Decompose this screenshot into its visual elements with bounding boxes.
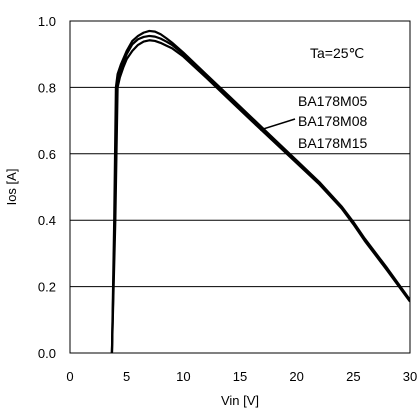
y-tick-label: 0.0	[38, 346, 56, 361]
axis-ticks: 0.0 0.2 0.4 0.6 0.8 1.0 0 5 10 15 20 25 30	[38, 14, 417, 384]
series-line-ba178m05	[110, 29, 410, 353]
legend-entry-ba178m08: BA178M08	[298, 113, 367, 129]
series-line-ba178m15	[110, 39, 410, 353]
legend-entry-ba178m15: BA178M15	[298, 135, 367, 151]
x-tick-label: 20	[289, 369, 303, 384]
x-tick-label: 0	[66, 369, 73, 384]
y-tick-label: 0.8	[38, 80, 56, 95]
x-tick-label: 30	[403, 369, 417, 384]
y-axis-label: Ios [A]	[4, 169, 19, 206]
series-lines	[110, 29, 410, 353]
series-line-ba178m08	[110, 34, 410, 353]
legend-entry-ba178m05: BA178M05	[298, 93, 367, 109]
y-tick-label: 0.4	[38, 213, 56, 228]
x-tick-label: 5	[123, 369, 130, 384]
legend-pointer-line	[259, 118, 296, 131]
x-tick-label: 25	[346, 369, 360, 384]
y-tick-label: 0.6	[38, 147, 56, 162]
x-tick-label: 10	[176, 369, 190, 384]
x-tick-label: 15	[233, 369, 247, 384]
y-tick-label: 0.2	[38, 280, 56, 295]
plot-frame	[69, 20, 411, 354]
legend: BA178M05 BA178M08 BA178M15	[259, 93, 367, 151]
temperature-annotation: Ta=25℃	[310, 45, 364, 61]
x-axis-label: Vin [V]	[221, 393, 259, 408]
y-tick-label: 1.0	[38, 14, 56, 29]
